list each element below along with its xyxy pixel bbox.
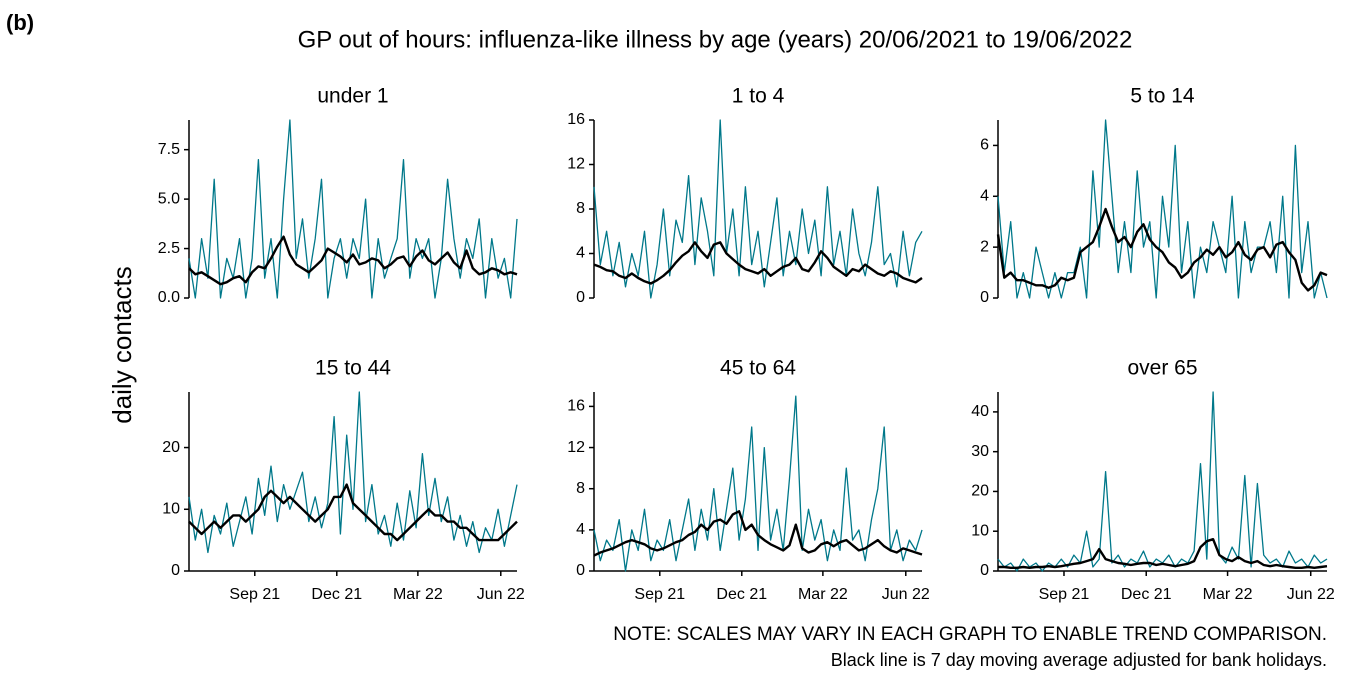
moving-average-line bbox=[188, 235, 518, 286]
moving-average-line bbox=[996, 207, 1328, 292]
panel-title: under 1 bbox=[317, 85, 388, 108]
moving-average-line bbox=[188, 483, 518, 542]
y-tick-label: 0 bbox=[576, 289, 585, 306]
x-tick-label: Jun 22 bbox=[882, 586, 930, 603]
x-tick-label: Mar 22 bbox=[798, 586, 848, 603]
y-tick-label: 0.0 bbox=[158, 289, 180, 306]
y-tick-label: 4 bbox=[576, 521, 585, 538]
daily-line bbox=[997, 391, 1328, 572]
x-tick-label: Dec 21 bbox=[311, 586, 362, 603]
y-tick-label: 16 bbox=[567, 111, 585, 128]
note: NOTE: SCALES MAY VARY IN EACH GRAPH TO E… bbox=[613, 624, 1327, 645]
panel-title: over 65 bbox=[1127, 357, 1197, 380]
y-axis-label: daily contacts bbox=[107, 266, 137, 424]
y-tick-label: 5.0 bbox=[158, 190, 180, 207]
y-tick-label: 10 bbox=[162, 500, 180, 517]
y-tick-label: 0 bbox=[980, 562, 989, 579]
note: Black line is 7 day moving average adjus… bbox=[831, 650, 1327, 670]
daily-line bbox=[997, 119, 1328, 299]
x-tick-label: Dec 21 bbox=[1121, 586, 1172, 603]
x-tick-label: Sep 21 bbox=[634, 586, 685, 603]
panel-title: 15 to 44 bbox=[315, 357, 391, 380]
daily-line bbox=[188, 391, 518, 554]
y-tick-label: 16 bbox=[567, 398, 585, 415]
y-tick-label: 6 bbox=[980, 137, 989, 154]
panel-label: (b) bbox=[6, 10, 34, 35]
y-tick-label: 0 bbox=[576, 562, 585, 579]
x-tick-label: Mar 22 bbox=[393, 586, 443, 603]
daily-line bbox=[188, 119, 518, 299]
y-tick-label: 10 bbox=[971, 522, 989, 539]
x-tick-label: Sep 21 bbox=[1039, 586, 1090, 603]
x-tick-label: Mar 22 bbox=[1203, 586, 1253, 603]
moving-average-line bbox=[998, 538, 1328, 569]
y-tick-label: 7.5 bbox=[158, 141, 180, 158]
panel-title: 45 to 64 bbox=[720, 357, 796, 380]
chart-title: GP out of hours: influenza-like illness … bbox=[298, 26, 1133, 53]
y-tick-label: 4 bbox=[980, 188, 989, 205]
y-tick-label: 2 bbox=[980, 238, 989, 255]
y-tick-label: 12 bbox=[567, 156, 585, 173]
x-tick-label: Jun 22 bbox=[477, 586, 525, 603]
y-tick-label: 0 bbox=[980, 289, 989, 306]
y-tick-label: 8 bbox=[576, 200, 585, 217]
x-tick-label: Jun 22 bbox=[1287, 586, 1335, 603]
panel-title: 1 to 4 bbox=[732, 85, 785, 108]
y-tick-label: 8 bbox=[576, 480, 585, 497]
y-tick-label: 4 bbox=[576, 245, 585, 262]
moving-average-line bbox=[593, 510, 923, 557]
y-tick-label: 2.5 bbox=[158, 240, 180, 257]
y-tick-label: 20 bbox=[162, 439, 180, 456]
panel-title: 5 to 14 bbox=[1130, 85, 1195, 108]
y-tick-label: 30 bbox=[971, 443, 989, 460]
y-tick-label: 0 bbox=[171, 562, 180, 579]
y-tick-label: 12 bbox=[567, 439, 585, 456]
moving-average-line bbox=[593, 241, 923, 285]
x-tick-label: Sep 21 bbox=[229, 586, 280, 603]
y-tick-label: 20 bbox=[971, 483, 989, 500]
y-tick-label: 40 bbox=[971, 403, 989, 420]
x-tick-label: Dec 21 bbox=[716, 586, 767, 603]
